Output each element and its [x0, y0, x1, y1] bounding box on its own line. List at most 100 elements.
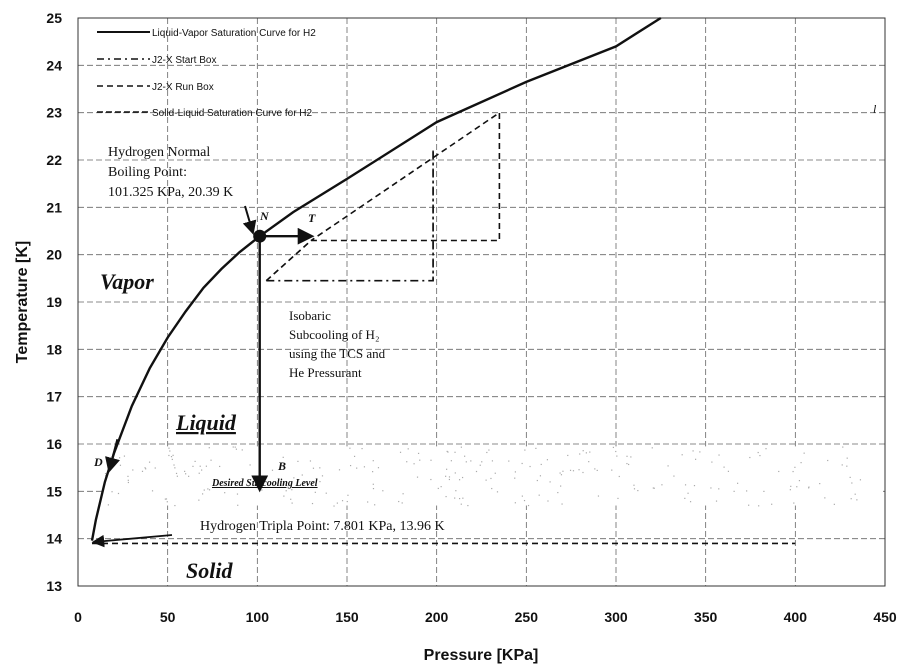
band-speck [338, 469, 341, 471]
band-speck [578, 469, 580, 471]
band-speck [527, 504, 530, 507]
band-speck [758, 505, 760, 507]
arrows-group [91, 205, 315, 548]
band-speck [234, 446, 236, 448]
band-speck [194, 460, 196, 463]
y-tick-label: 20 [46, 247, 62, 263]
band-speck [372, 483, 374, 485]
band-speck [347, 494, 349, 496]
band-speck [523, 499, 526, 502]
band-speck [854, 493, 856, 495]
x-tick-label: 300 [604, 609, 628, 625]
band-speck [154, 467, 156, 469]
band-speck [454, 497, 456, 499]
point-n-marker [253, 229, 267, 243]
point-t-label: T [308, 211, 316, 225]
band-speck [637, 489, 639, 492]
band-speck [557, 491, 559, 494]
band-speck [151, 490, 154, 492]
band-speck [309, 460, 312, 462]
band-speck [207, 488, 209, 490]
band-speck [827, 459, 829, 462]
band-speck [367, 501, 369, 503]
band-speck [549, 481, 551, 483]
band-speck [236, 493, 239, 495]
band-speck [454, 472, 456, 474]
band-speck [693, 484, 696, 487]
band-speck [673, 475, 675, 477]
band-speck [372, 471, 374, 473]
band-speck [346, 500, 348, 503]
band-speck [798, 479, 801, 482]
y-tick-label: 15 [46, 483, 62, 499]
band-speck [833, 503, 835, 505]
band-speck [479, 464, 481, 466]
band-speck [440, 486, 442, 488]
band-speck [224, 492, 226, 494]
band-speck [115, 460, 117, 463]
band-speck [353, 455, 356, 457]
y-tick-label: 25 [46, 10, 62, 26]
band-speck [626, 455, 628, 457]
band-speck [596, 469, 598, 472]
band-speck [175, 472, 178, 475]
band-speck [448, 476, 451, 478]
band-speck [290, 498, 292, 500]
band-speck [514, 471, 516, 473]
x-tick-label: 200 [425, 609, 449, 625]
band-speck [349, 464, 352, 467]
band-speck [538, 494, 540, 496]
band-speck [808, 486, 810, 488]
band-speck [684, 484, 687, 486]
band-speck [851, 482, 853, 484]
legend-label-liquid-vapor: Liquid-Vapor Saturation Curve for H2 [152, 28, 316, 39]
band-speck [661, 484, 663, 486]
band-speck [185, 473, 187, 475]
band-speck [458, 479, 461, 481]
band-speck [582, 471, 584, 474]
band-speck [311, 502, 314, 505]
band-speck [841, 464, 843, 466]
subcooling-label-2: Subcooling of H₂ [289, 327, 379, 342]
band-speck [757, 451, 759, 454]
band-speck [454, 451, 456, 453]
band-speck [859, 479, 862, 481]
band-speck [333, 505, 335, 507]
band-speck [219, 465, 221, 468]
band-speck [749, 456, 751, 459]
band-speck [312, 467, 315, 469]
band-speck [171, 458, 173, 461]
band-speck [282, 456, 284, 458]
band-speck [361, 447, 363, 450]
normal-boiling-point-label-1: Hydrogen Normal [108, 145, 210, 160]
legend-label-run-box: J2-X Run Box [152, 82, 214, 93]
band-speck [597, 495, 600, 497]
band-speck [280, 479, 283, 482]
band-speck [486, 451, 488, 454]
band-speck [759, 454, 761, 457]
band-speck [461, 476, 464, 479]
band-speck [796, 486, 798, 488]
band-speck [491, 487, 493, 490]
y-axis-title: Temperature [K] [14, 241, 31, 363]
run-box-diagonal [265, 239, 312, 282]
band-speck [319, 481, 321, 483]
band-speck [176, 475, 178, 477]
x-tick-label: 50 [160, 609, 176, 625]
band-speck [374, 504, 376, 506]
band-speck [199, 465, 201, 467]
band-speck [377, 467, 380, 469]
band-speck [205, 465, 207, 467]
band-speck [460, 503, 462, 505]
x-tick-label: 350 [694, 609, 718, 625]
band-speck [681, 454, 683, 456]
band-speck [208, 489, 211, 491]
x-tick-label: 450 [873, 609, 897, 625]
band-speck [612, 446, 614, 449]
band-speck [547, 500, 549, 502]
band-speck [174, 504, 176, 507]
band-speck [237, 504, 239, 506]
band-speck [169, 450, 171, 452]
band-speck [314, 491, 316, 493]
